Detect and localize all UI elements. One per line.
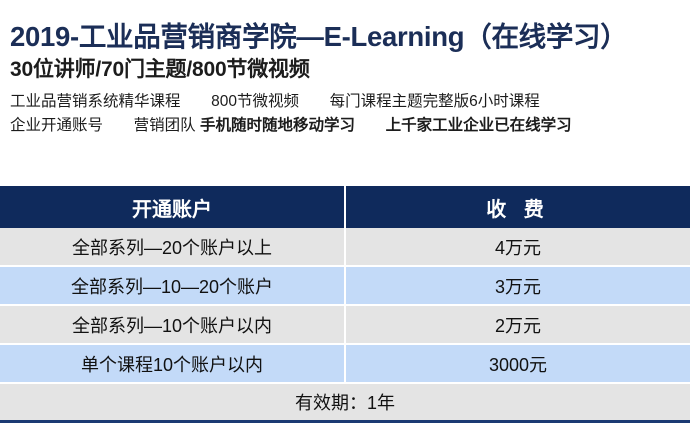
desc2-part4-bold: 上千家工业企业已在线学习 [385, 116, 572, 134]
description-line-1: 工业品营销系统精华课程 800节微视频 每门课程主题完整版6小时课程 [10, 90, 690, 114]
cell-fee: 3万元 [345, 266, 690, 306]
cell-fee: 3000元 [345, 344, 690, 384]
cell-account: 全部系列—10—20个账户 [0, 266, 346, 306]
table-row: 全部系列—10个账户以内 2万元 [0, 305, 690, 345]
cell-account: 全部系列—10个账户以内 [0, 305, 346, 345]
desc1-part1: 工业品营销系统精华课程 [10, 92, 181, 110]
heading-block: 2019-工业品营销商学院—E-Learning（在线学习） 30位讲师/70门… [0, 0, 690, 138]
table-row: 单个课程10个账户以内 3000元 [0, 344, 690, 384]
column-header-account: 开通账户 [0, 186, 346, 228]
validity-note: 有效期：1年 [0, 383, 690, 423]
table-row: 全部系列—10—20个账户 3万元 [0, 266, 690, 306]
column-header-fee: 收 费 [345, 186, 690, 228]
desc1-part2: 800节微视频 [211, 92, 300, 110]
page-subtitle: 30位讲师/70门主题/800节微视频 [10, 57, 310, 81]
table-footer-row: 有效期：1年 [0, 383, 690, 423]
cell-fee: 2万元 [345, 305, 690, 345]
cell-account: 全部系列—20个账户以上 [0, 228, 346, 267]
table-body: 全部系列—20个账户以上 4万元 全部系列—10—20个账户 3万元 全部系列—… [0, 228, 690, 423]
page-title: 2019-工业品营销商学院—E-Learning（在线学习） [10, 21, 628, 52]
cell-account: 单个课程10个账户以内 [0, 344, 346, 384]
desc2-part2: 营销团队 [133, 116, 196, 134]
pricing-table: 开通账户 收 费 全部系列—20个账户以上 4万元 全部系列—10—20个账户 … [0, 186, 690, 423]
table-row: 全部系列—20个账户以上 4万元 [0, 228, 690, 267]
description-line-2: 企业开通账号 营销团队 手机随时随地移动学习 上千家工业企业已在线学习 [10, 114, 690, 138]
desc1-part3: 每门课程主题完整版6小时课程 [329, 92, 540, 110]
desc2-part3-bold: 手机随时随地移动学习 [199, 116, 355, 134]
cell-fee: 4万元 [345, 228, 690, 267]
desc2-part1: 企业开通账号 [10, 116, 104, 134]
description-block: 工业品营销系统精华课程 800节微视频 每门课程主题完整版6小时课程 企业开通账… [10, 90, 690, 138]
table-header-row: 开通账户 收 费 [0, 186, 690, 228]
